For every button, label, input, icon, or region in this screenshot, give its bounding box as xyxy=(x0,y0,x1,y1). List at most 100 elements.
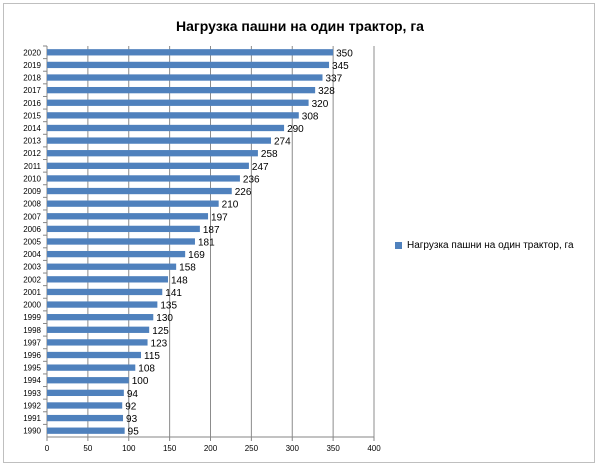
bar xyxy=(47,288,163,296)
x-tick-label: 50 xyxy=(83,444,92,453)
legend-swatch xyxy=(395,242,402,249)
category-label: 2010 xyxy=(23,174,41,183)
bar xyxy=(47,49,334,56)
category-label: 2000 xyxy=(23,301,41,310)
x-tick-label: 400 xyxy=(367,444,381,453)
data-label: 94 xyxy=(127,389,139,400)
category-label: 2009 xyxy=(23,187,41,196)
category-label: 1993 xyxy=(23,389,41,398)
data-label: 258 xyxy=(261,149,278,160)
data-label: 350 xyxy=(336,48,353,59)
data-label: 135 xyxy=(160,301,177,312)
bar xyxy=(47,389,124,397)
bar xyxy=(47,276,168,283)
data-label: 290 xyxy=(287,124,304,135)
category-label: 2005 xyxy=(23,238,41,247)
legend-label: Нагрузка пашни на один трактор, га xyxy=(407,240,574,251)
category-label: 1998 xyxy=(23,326,41,335)
bar xyxy=(47,339,148,346)
category-label: 1997 xyxy=(23,338,41,347)
category-label: 2016 xyxy=(23,99,41,108)
bar xyxy=(47,162,249,169)
category-label: 1992 xyxy=(23,401,41,410)
category-label: 2015 xyxy=(23,111,41,120)
bar xyxy=(47,238,195,245)
bar xyxy=(47,414,124,422)
x-tick-label: 100 xyxy=(122,444,136,453)
data-label: 95 xyxy=(128,427,140,438)
category-label: 2001 xyxy=(23,288,41,297)
data-label: 274 xyxy=(274,137,291,148)
data-label: 158 xyxy=(179,263,196,274)
category-label: 2019 xyxy=(23,61,41,70)
category-label: 2017 xyxy=(23,86,41,95)
x-tick-label: 0 xyxy=(45,444,50,453)
data-label: 93 xyxy=(126,414,138,425)
data-label: 181 xyxy=(198,238,215,249)
chart-title: Нагрузка пашни на один трактор, га xyxy=(176,18,424,34)
data-label: 187 xyxy=(203,225,220,236)
category-label: 2008 xyxy=(23,200,41,209)
bar xyxy=(47,124,285,132)
data-label: 92 xyxy=(125,401,137,412)
category-label: 1999 xyxy=(23,313,41,322)
category-label: 1990 xyxy=(23,427,41,436)
category-label: 2018 xyxy=(23,74,41,83)
data-label: 197 xyxy=(211,212,228,223)
bar xyxy=(47,402,123,409)
bar xyxy=(47,263,177,270)
x-tick-label: 150 xyxy=(163,444,177,453)
category-label: 1994 xyxy=(23,376,41,385)
bar xyxy=(47,175,240,182)
data-label: 226 xyxy=(235,187,252,198)
category-label: 2002 xyxy=(23,275,41,284)
bar xyxy=(47,61,330,69)
data-label: 100 xyxy=(132,376,149,387)
category-label: 2013 xyxy=(23,137,41,146)
category-label: 2012 xyxy=(23,149,41,158)
data-label: 141 xyxy=(165,288,182,299)
category-label: 1996 xyxy=(23,351,41,360)
bar xyxy=(47,377,129,384)
category-label: 2011 xyxy=(24,162,42,171)
data-label: 328 xyxy=(318,86,335,97)
data-label: 236 xyxy=(243,174,260,185)
bar xyxy=(47,74,323,81)
bar xyxy=(47,326,150,333)
data-label: 123 xyxy=(151,338,168,349)
bar xyxy=(47,150,258,157)
data-label: 345 xyxy=(332,61,349,72)
bar xyxy=(47,99,309,106)
category-label: 2006 xyxy=(23,225,41,234)
category-label: 1991 xyxy=(23,414,41,423)
bar xyxy=(47,86,316,94)
bar xyxy=(47,314,154,321)
category-label: 2014 xyxy=(23,124,41,133)
bar xyxy=(47,112,299,119)
legend: Нагрузка пашни на один трактор, га xyxy=(395,240,574,251)
data-label: 210 xyxy=(222,200,239,211)
bar xyxy=(47,200,219,207)
category-label: 2007 xyxy=(23,212,41,221)
category-label: 2003 xyxy=(23,263,41,272)
category-label: 1995 xyxy=(23,364,41,373)
category-label: 2004 xyxy=(23,250,41,259)
data-label: 125 xyxy=(152,326,169,337)
bar xyxy=(47,250,186,258)
bar xyxy=(47,225,200,233)
x-tick-label: 200 xyxy=(204,444,218,453)
data-label: 115 xyxy=(144,351,160,362)
category-label: 2020 xyxy=(23,48,41,57)
data-label: 130 xyxy=(156,313,173,324)
bar xyxy=(47,301,158,308)
bar xyxy=(47,364,136,371)
data-label: 169 xyxy=(188,250,205,261)
bar xyxy=(47,351,142,359)
bar xyxy=(47,137,271,144)
data-label: 108 xyxy=(138,364,155,375)
data-label: 247 xyxy=(252,162,269,173)
x-tick-label: 350 xyxy=(326,444,340,453)
bar xyxy=(47,213,209,220)
bar xyxy=(47,427,125,434)
